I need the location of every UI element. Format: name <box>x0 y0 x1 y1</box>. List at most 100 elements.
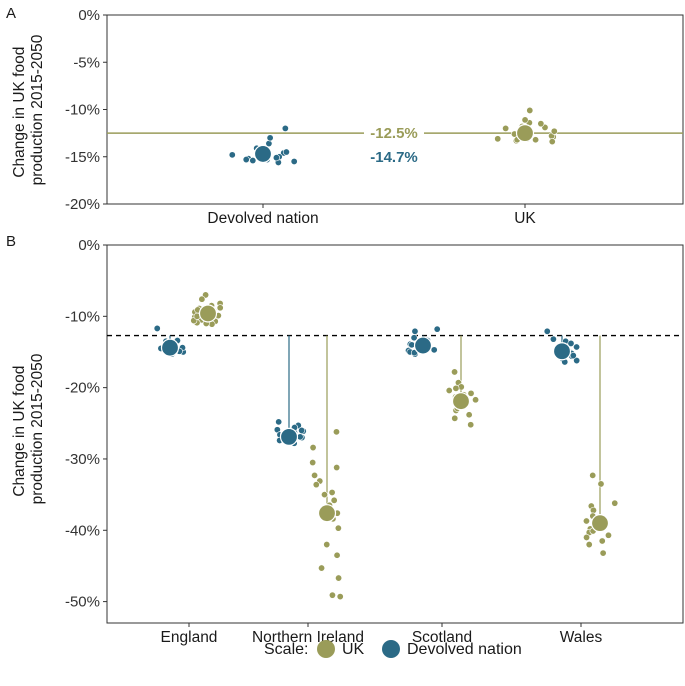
panel-b-y-axis-label: Change in UK food production 2015-2050 <box>11 353 46 504</box>
panel-b-data-point <box>451 414 459 422</box>
panel-b-mean-point <box>590 514 610 533</box>
panel-b-data-point <box>611 499 619 507</box>
panel-b-data-point <box>216 304 224 312</box>
panel-a-data-point <box>526 106 534 114</box>
panel-a-data-point <box>521 116 529 124</box>
panel-b-data-point <box>332 428 340 436</box>
panel-b-mean-point <box>451 392 471 411</box>
panel-b-data-point <box>585 541 593 549</box>
panel-b-data-point <box>597 480 605 488</box>
panel-a-y-axis-label: Change in UK food production 2015-2050 <box>11 34 46 185</box>
panel-b-mean-point <box>279 427 299 446</box>
panel-b-data-point <box>573 343 581 351</box>
panel-b-data-point <box>336 593 344 601</box>
panel-a-letter: A <box>6 5 16 22</box>
panel-b-data-point <box>467 421 475 429</box>
legend-title: Scale: <box>264 641 308 658</box>
panel-b-data-point <box>472 396 480 404</box>
panel-b-data-point <box>153 324 161 332</box>
legend-uk-label: UK <box>342 641 365 658</box>
panel-b-mean-point <box>317 504 337 523</box>
panel-a-annotation-backing <box>364 124 424 143</box>
legend: Scale: UK Devolved nation <box>264 640 522 658</box>
panel-b-data-point <box>567 339 575 347</box>
panel-b-data-point <box>318 564 326 572</box>
panel-b-y-tick-label: -40% <box>65 522 100 539</box>
panel-b-data-point <box>309 444 317 452</box>
panel-a-data-point <box>550 127 558 135</box>
panel-a-data-point <box>272 154 280 162</box>
panel-b-frame <box>106 244 684 624</box>
legend-uk-swatch <box>317 640 335 658</box>
panel-a-x-tick-label: UK <box>514 210 536 227</box>
panel-b-data-point <box>467 389 475 397</box>
panel-a-uk-mean-annotation: -12.5% <box>370 125 418 142</box>
legend-devolved-label: Devolved nation <box>407 641 522 658</box>
panel-b-y-tick-label: -20% <box>65 380 100 397</box>
panel-a-y-tick-label: -20% <box>65 196 100 213</box>
panel-b-data-point <box>583 533 591 541</box>
panel-b: B Change in UK food production 2015-2050… <box>6 233 684 646</box>
panel-b-data-point <box>335 574 343 582</box>
panel-b-letter: B <box>6 233 16 250</box>
panel-a-data-point <box>281 124 289 132</box>
panel-a-frame <box>106 14 684 205</box>
panel-b-data-point <box>445 386 453 394</box>
panel-b-data-point <box>598 537 606 545</box>
panel-a-data-point <box>228 151 236 159</box>
panel-b-data-point <box>309 459 317 467</box>
panel-b-data-point <box>328 488 336 496</box>
panel-b-x-tick-label: Scotland <box>412 629 472 646</box>
panel-b-data-point <box>328 591 336 599</box>
panel-b-data-point <box>275 418 283 426</box>
panel-a-data-point <box>537 120 545 128</box>
panel-b-data-point <box>569 352 577 360</box>
panel-a-data-point <box>502 124 510 132</box>
panel-a-data-point <box>494 135 502 143</box>
panel-b-y-axis-label-line-2: production 2015-2050 <box>29 353 46 504</box>
panel-b-data-point <box>451 368 459 376</box>
panel-a-devolved-mean-annotation: -14.7% <box>370 149 418 166</box>
panel-a-data-point <box>249 157 257 165</box>
panel-b-data-point <box>334 524 342 532</box>
panel-b-y-tick-label: 0% <box>78 237 100 254</box>
panel-a-y-axis-label-line-1: Change in UK food <box>11 47 28 178</box>
panel-a-y-tick-label: -10% <box>65 102 100 119</box>
panel-a-y-tick-label: -15% <box>65 149 100 166</box>
panel-b-data-point <box>599 549 607 557</box>
panel-b-data-point <box>589 506 597 514</box>
panel-b-mean-point <box>552 342 572 361</box>
panel-b-data-point <box>543 327 551 335</box>
panel-a: A Change in UK food production 2015-2050… <box>6 5 684 227</box>
panel-b-data-point <box>330 496 338 504</box>
panel-b-data-point <box>582 517 590 525</box>
panel-a-data-point <box>266 134 274 142</box>
panel-b-mean-point <box>198 304 218 323</box>
panel-b-data-point <box>604 531 612 539</box>
panel-b-x-tick-label: Wales <box>560 629 603 646</box>
panel-a-data-point <box>548 138 556 146</box>
panel-b-mean-point <box>160 338 180 357</box>
panel-a-y-tick-label: -5% <box>73 54 100 71</box>
panel-b-data-point <box>430 346 438 354</box>
panel-a-data-point <box>282 148 290 156</box>
panel-b-y-tick-label: -30% <box>65 451 100 468</box>
panel-b-data-point <box>298 426 306 434</box>
panel-a-y-axis-label-line-2: production 2015-2050 <box>29 34 46 185</box>
panel-b-data-point <box>323 541 331 549</box>
panel-b-data-point <box>312 481 320 489</box>
legend-devolved-swatch <box>382 640 400 658</box>
panel-a-data-point <box>290 157 298 165</box>
panel-a-x-tick-label: Devolved nation <box>207 210 318 227</box>
panel-a-y-tick-label: 0% <box>78 7 100 24</box>
panel-b-y-axis-label-line-1: Change in UK food <box>11 366 28 497</box>
panel-b-data-point <box>321 491 329 499</box>
panel-b-data-point <box>333 464 341 472</box>
panel-b-x-tick-label: England <box>161 629 218 646</box>
panel-b-data-point <box>452 384 460 392</box>
panel-b-x-tick-label: Northern Ireland <box>252 629 364 646</box>
panel-b-data-point <box>411 327 419 335</box>
panel-a-mean-point <box>515 124 535 143</box>
panel-b-data-point <box>333 551 341 559</box>
